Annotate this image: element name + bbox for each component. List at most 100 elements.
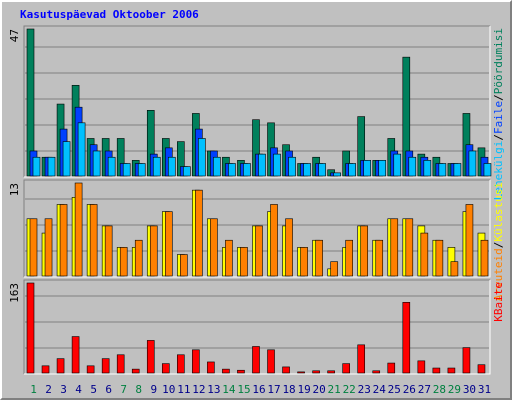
bar — [59, 204, 68, 277]
bar — [303, 163, 311, 177]
bar — [438, 163, 447, 177]
bar — [372, 370, 381, 374]
bar — [29, 218, 38, 277]
bar — [149, 225, 158, 277]
bar — [195, 189, 203, 277]
legend-entry: Pöördumisi — [492, 28, 505, 94]
bar — [164, 211, 173, 277]
x-tick-label: 26 — [403, 383, 416, 396]
bar — [330, 261, 338, 277]
legend: KBaite — [492, 282, 505, 322]
bar — [192, 349, 200, 374]
bar — [258, 153, 266, 177]
bar — [477, 364, 486, 374]
x-tick-label: 24 — [373, 383, 387, 396]
bar — [468, 150, 477, 177]
x-tick-label: 10 — [162, 383, 175, 396]
bar — [107, 156, 116, 177]
x-tick-label: 20 — [313, 383, 326, 396]
bar — [405, 218, 414, 277]
bar — [74, 182, 83, 277]
bar — [342, 363, 350, 374]
y-tick-label: 47 — [8, 29, 21, 42]
bar — [390, 218, 399, 277]
x-tick-label: 12 — [192, 383, 205, 396]
legend: Arvuteid/Külastusi — [492, 182, 505, 301]
x-tick-label: 30 — [463, 383, 476, 396]
chart-title: Kasutuspäevad Oktoober 2006 — [20, 8, 199, 21]
bar — [345, 239, 353, 277]
x-tick-label: 7 — [120, 383, 127, 396]
bar — [237, 369, 245, 374]
bar — [56, 358, 65, 374]
panel-border — [23, 25, 490, 177]
bar — [198, 138, 206, 177]
bar — [270, 204, 278, 277]
x-tick-label: 21 — [328, 383, 341, 396]
legend: Lehekülgi/Faile/Pöördumisi — [492, 28, 505, 200]
bar — [423, 160, 432, 177]
x-tick-label: 11 — [177, 383, 190, 396]
bar — [104, 225, 113, 277]
bar — [137, 163, 146, 177]
bar — [122, 163, 131, 177]
bar — [26, 282, 35, 374]
x-tick-label: 8 — [135, 383, 142, 396]
bar — [435, 239, 444, 277]
x-tick-label: 25 — [388, 383, 401, 396]
panel-border — [24, 280, 491, 375]
bar — [453, 163, 462, 177]
bar — [483, 163, 492, 177]
bar — [312, 370, 320, 374]
legend-entry: Lehekülgi — [492, 141, 505, 201]
bar — [327, 370, 335, 374]
bar — [300, 247, 308, 277]
x-tick-label: 14 — [222, 383, 236, 396]
bar — [225, 239, 233, 277]
panel-border — [23, 179, 490, 277]
bar — [375, 239, 384, 277]
legend-entry: Külastusi — [492, 182, 505, 242]
bar — [393, 153, 402, 177]
bar — [44, 218, 53, 277]
panel-border — [24, 180, 491, 278]
bar — [387, 362, 396, 374]
legend-entry: Arvuteid — [492, 248, 505, 301]
bar — [318, 163, 326, 177]
bar — [161, 363, 170, 374]
bar — [177, 354, 185, 374]
bar — [228, 163, 236, 177]
bar — [213, 156, 221, 177]
bar — [285, 218, 293, 277]
x-tick-label: 2 — [45, 383, 52, 396]
panel-border — [23, 279, 490, 374]
bar — [222, 368, 230, 374]
bar — [363, 160, 372, 177]
bar — [267, 349, 275, 374]
y-tick-label: 163 — [8, 283, 21, 303]
bar — [297, 371, 305, 374]
bar — [101, 358, 110, 374]
x-tick-label: 6 — [105, 383, 112, 396]
bar — [131, 368, 140, 374]
bar — [333, 172, 341, 177]
bar — [447, 367, 456, 374]
bar — [62, 141, 71, 177]
bar — [89, 204, 98, 277]
x-tick-label: 13 — [207, 383, 220, 396]
bar — [420, 232, 429, 277]
bar — [207, 361, 215, 374]
bar — [432, 367, 441, 374]
bar — [92, 150, 101, 177]
panel-border — [24, 26, 491, 178]
bar — [282, 366, 290, 374]
bar — [180, 254, 188, 277]
bar — [32, 156, 41, 177]
bar — [360, 225, 369, 277]
bar — [417, 360, 426, 374]
bar — [71, 336, 80, 374]
bar — [348, 163, 356, 177]
bar — [152, 156, 161, 177]
bar — [402, 302, 411, 374]
bar — [134, 239, 143, 277]
